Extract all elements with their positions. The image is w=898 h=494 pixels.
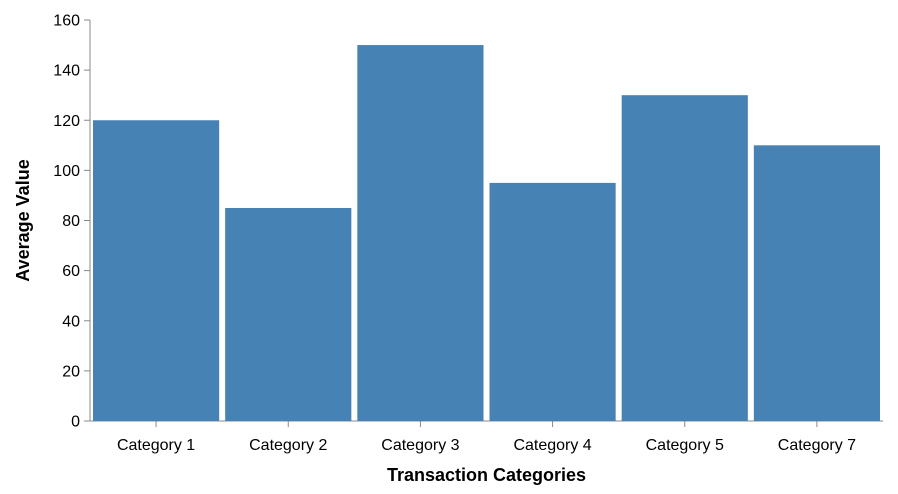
bar-category-4 [489, 182, 616, 421]
y-tick-label: 120 [53, 113, 80, 130]
y-tick-label: 40 [62, 313, 80, 330]
y-tick-label: 60 [62, 263, 80, 280]
x-tick-label: Category 4 [513, 437, 591, 454]
y-tick-label: 80 [62, 213, 80, 230]
y-tick-label: 20 [62, 363, 80, 380]
y-tick-label: 0 [71, 414, 80, 431]
x-tick-label: Category 3 [381, 437, 459, 454]
x-tick-label: Category 2 [249, 437, 327, 454]
y-tick-label: 140 [53, 63, 80, 80]
x-tick-label: Category 7 [778, 437, 856, 454]
bar-category-1 [93, 120, 220, 421]
y-tick-label: 100 [53, 163, 80, 180]
x-tick-label: Category 1 [117, 437, 195, 454]
bar-category-2 [225, 207, 352, 421]
x-axis: Category 1 Category 2 Category 3 Category 4… [90, 420, 883, 454]
bars [93, 45, 880, 422]
x-axis-title: Transaction Categories [387, 465, 586, 485]
bar-category-7 [753, 145, 880, 421]
y-axis-title: Average Value [13, 159, 33, 281]
y-tick-label: 160 [53, 13, 80, 30]
bar-category-3 [357, 45, 484, 422]
bar-category-5 [621, 95, 748, 421]
x-tick-label: Category 5 [646, 437, 724, 454]
y-axis: 0 20 40 60 80 100 120 140 160 [53, 13, 91, 431]
